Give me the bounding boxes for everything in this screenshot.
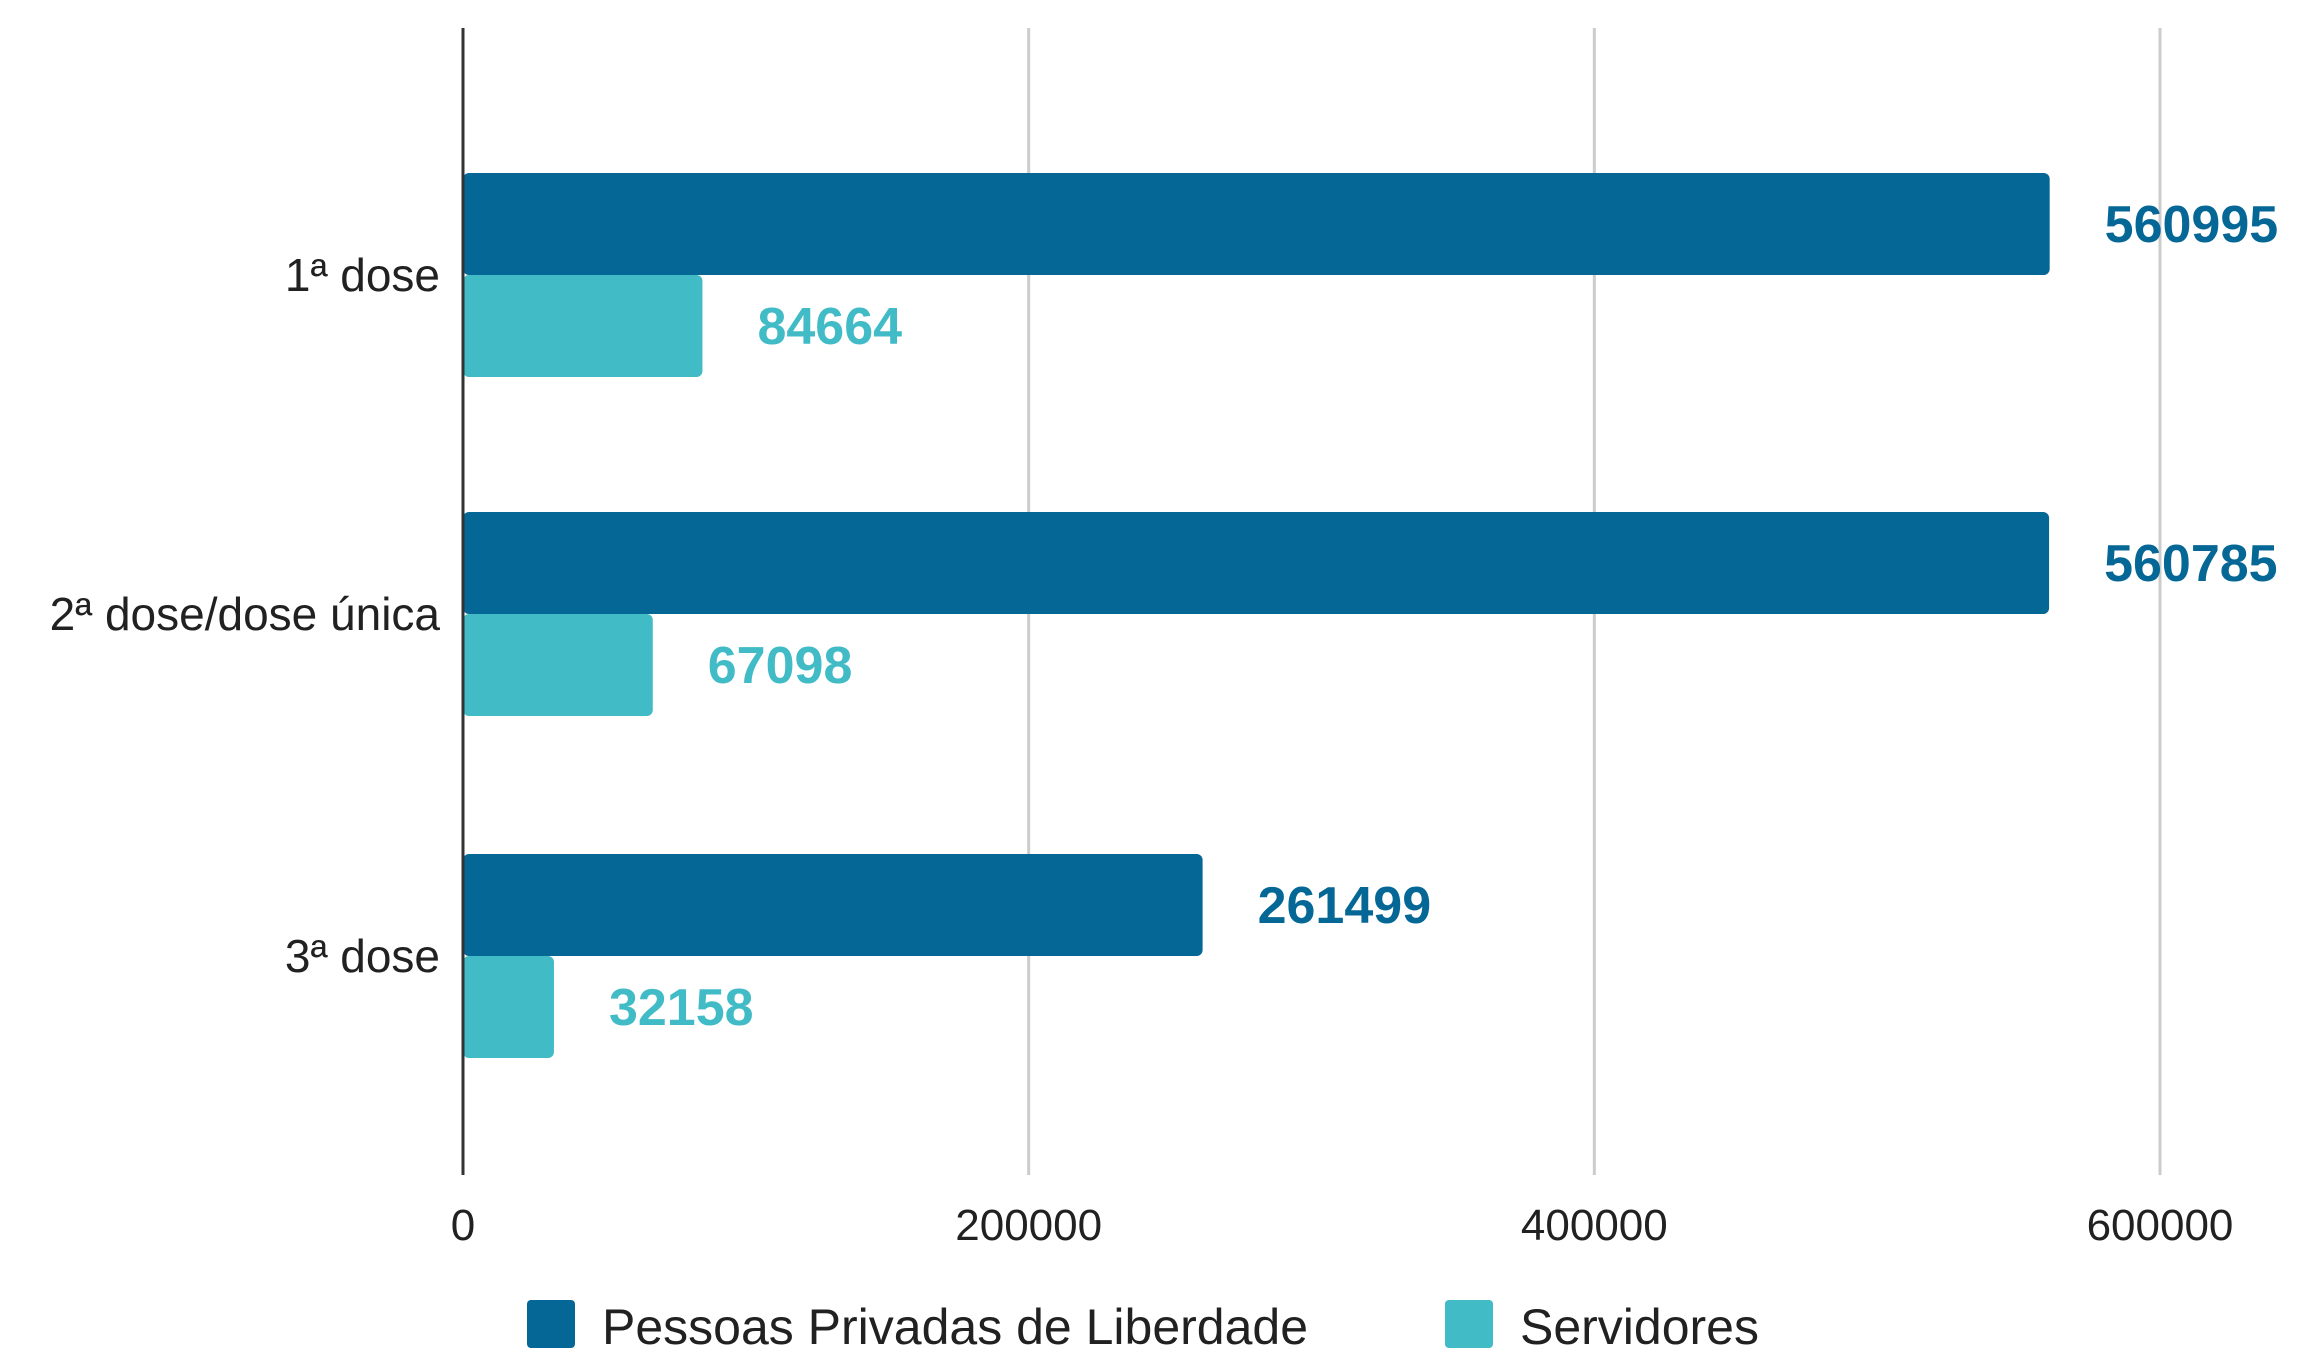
bar: [463, 512, 2050, 614]
labels-layer: 560995 560785 261499 84664 67098 32158: [609, 196, 2278, 1037]
category-label: 2ª dose/dose única: [50, 588, 441, 640]
legend: Pessoas Privadas de Liberdade Servidores: [527, 1299, 1759, 1350]
x-tick-label: 0: [451, 1201, 475, 1250]
data-label: 560785: [2104, 535, 2278, 593]
data-label: 84664: [757, 298, 902, 356]
legend-swatch: [1445, 1300, 1493, 1348]
bar: [463, 956, 554, 1058]
x-tick-label: 600000: [2087, 1201, 2234, 1250]
data-label: 32158: [609, 979, 754, 1037]
bar: [463, 854, 1203, 956]
legend-swatch: [527, 1300, 575, 1348]
legend-label: Pessoas Privadas de Liberdade: [602, 1299, 1308, 1350]
data-label: 67098: [708, 637, 853, 695]
category-label: 3ª dose: [285, 930, 440, 982]
bar: [463, 275, 703, 377]
bar: [463, 614, 653, 716]
axis-layer: 0 200000 400000 600000 1ª dose 2ª dose/dose ú…: [50, 28, 2234, 1250]
category-label: 1ª dose: [285, 249, 440, 301]
x-tick-label: 400000: [1521, 1201, 1668, 1250]
x-tick-label: 200000: [955, 1201, 1102, 1250]
legend-label: Servidores: [1520, 1299, 1759, 1350]
data-label: 560995: [2105, 196, 2279, 254]
bar: [463, 173, 2050, 275]
bars-layer: [463, 173, 2050, 1058]
data-label: 261499: [1258, 877, 1432, 935]
